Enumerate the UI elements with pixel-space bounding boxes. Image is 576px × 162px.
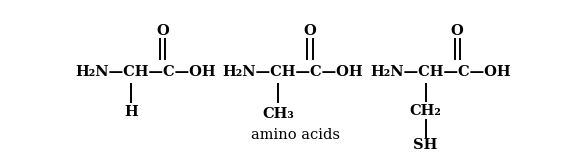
Text: CH₃: CH₃ <box>262 107 294 121</box>
Text: H: H <box>124 105 138 119</box>
Text: amino acids: amino acids <box>251 128 340 142</box>
Text: H₂N—CH—C—OH: H₂N—CH—C—OH <box>75 65 216 79</box>
Text: H₂N—CH—C—OH: H₂N—CH—C—OH <box>370 65 510 79</box>
Text: O: O <box>304 24 316 38</box>
Text: CH₂: CH₂ <box>410 104 441 117</box>
Text: H₂N—CH—C—OH: H₂N—CH—C—OH <box>223 65 363 79</box>
Text: O: O <box>451 24 464 38</box>
Text: O: O <box>156 24 169 38</box>
Text: SH: SH <box>414 138 438 152</box>
